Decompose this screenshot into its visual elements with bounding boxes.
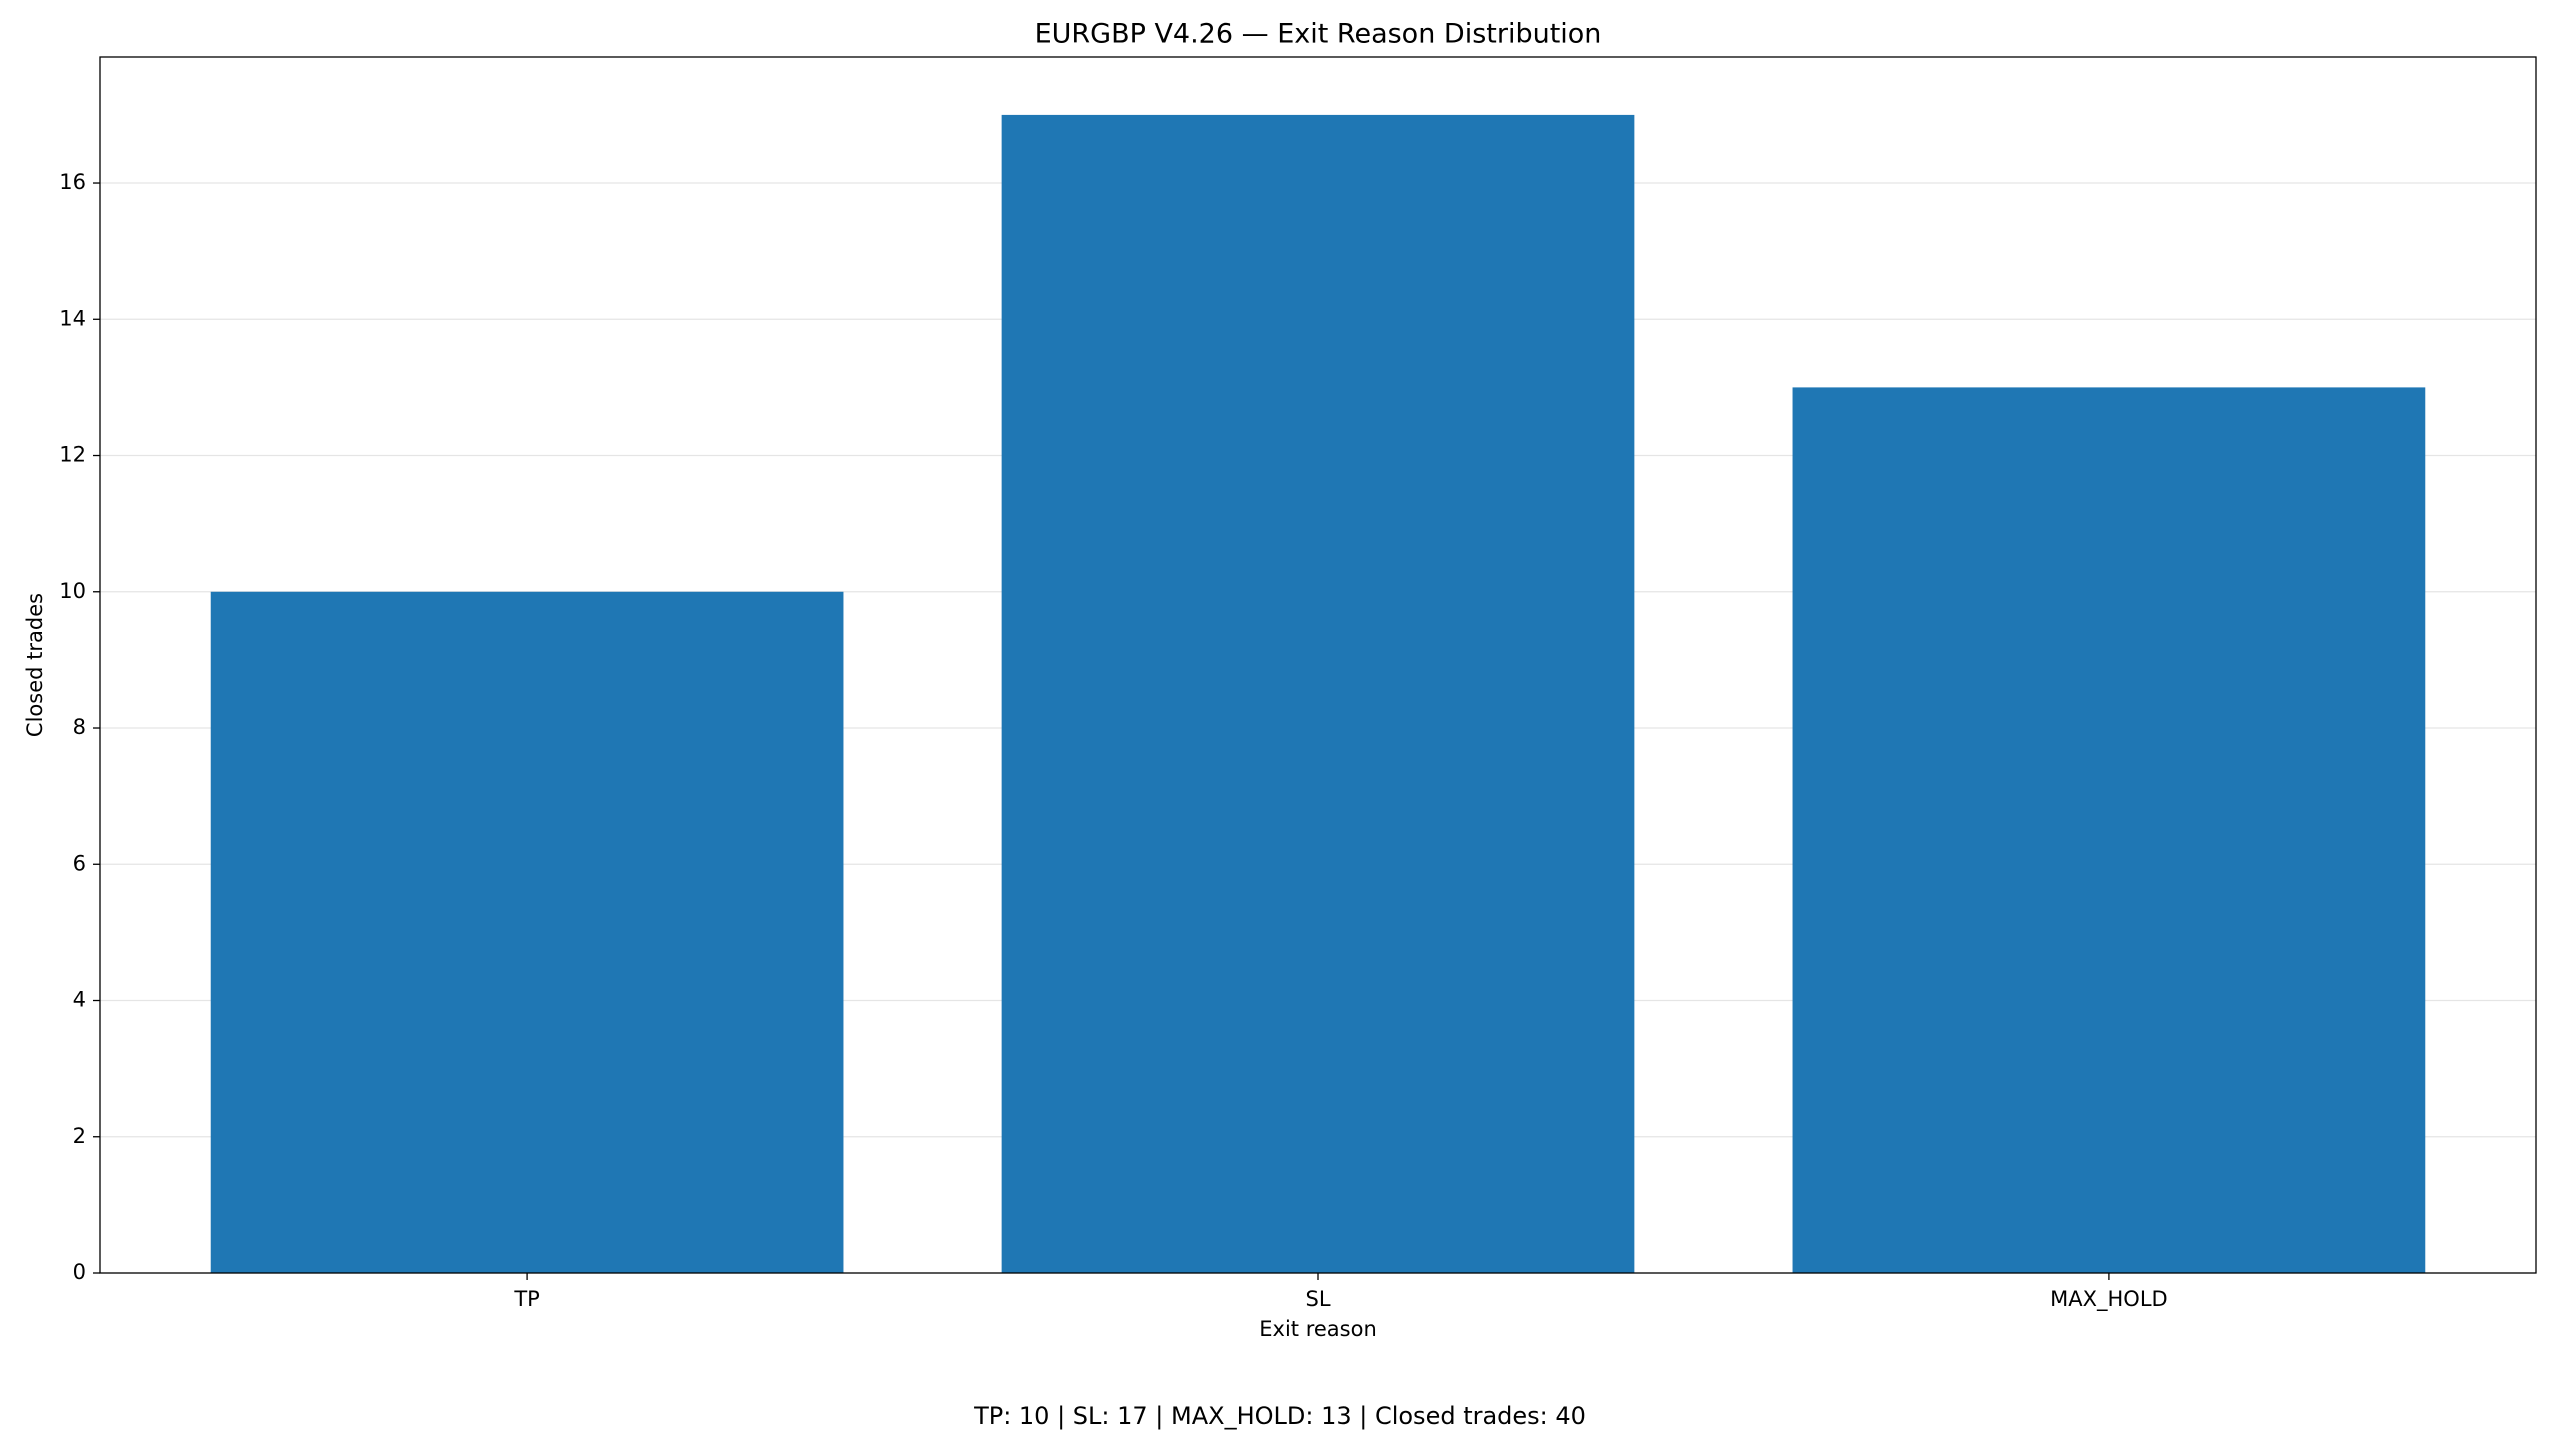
y-tick-label: 2: [73, 1124, 86, 1148]
x-tick-label: TP: [513, 1287, 540, 1311]
bar: [1792, 387, 2426, 1273]
y-tick-label: 16: [59, 170, 86, 194]
y-tick-label: 12: [59, 443, 86, 467]
plot-frame: [99, 56, 2537, 1274]
y-tick-label: 0: [73, 1260, 86, 1284]
chart-title: EURGBP V4.26 — Exit Reason Distribution: [1035, 19, 1602, 50]
annotation: TP: 10 | SL: 17 | MAX_HOLD: 13 | Closed …: [973, 1402, 1586, 1430]
y-tick-label: 8: [73, 715, 86, 739]
y-axis-label: Closed trades: [23, 593, 47, 737]
x-axis-label: Exit reason: [1259, 1317, 1377, 1341]
bar: [210, 591, 844, 1273]
bar: [1001, 114, 1635, 1273]
y-tick-label: 4: [73, 988, 86, 1012]
y-tick-label: 6: [73, 851, 86, 875]
x-tick-label: SL: [1305, 1287, 1330, 1311]
y-tick-label: 14: [59, 306, 86, 330]
x-tick-label: MAX_HOLD: [2050, 1287, 2168, 1312]
y-tick-label: 10: [59, 579, 86, 603]
